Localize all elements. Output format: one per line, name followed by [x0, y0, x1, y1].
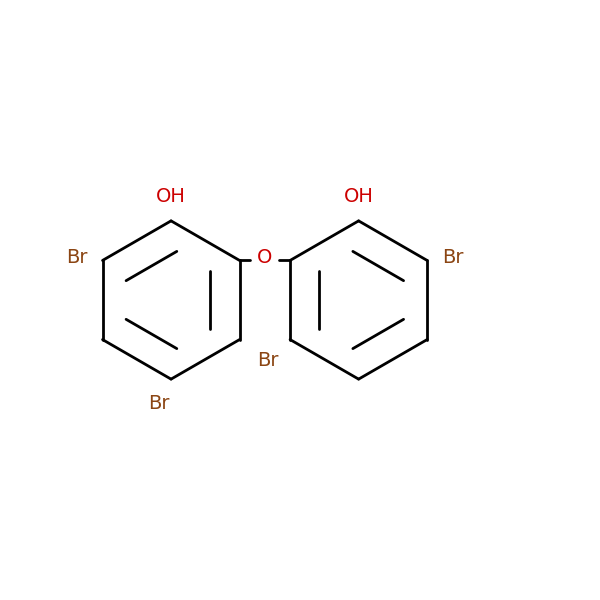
Text: OH: OH	[344, 187, 374, 206]
Text: Br: Br	[257, 351, 278, 370]
Text: O: O	[257, 248, 272, 267]
Text: OH: OH	[156, 187, 186, 206]
Text: Br: Br	[442, 248, 463, 267]
Text: Br: Br	[67, 248, 88, 267]
Text: Br: Br	[149, 394, 170, 413]
